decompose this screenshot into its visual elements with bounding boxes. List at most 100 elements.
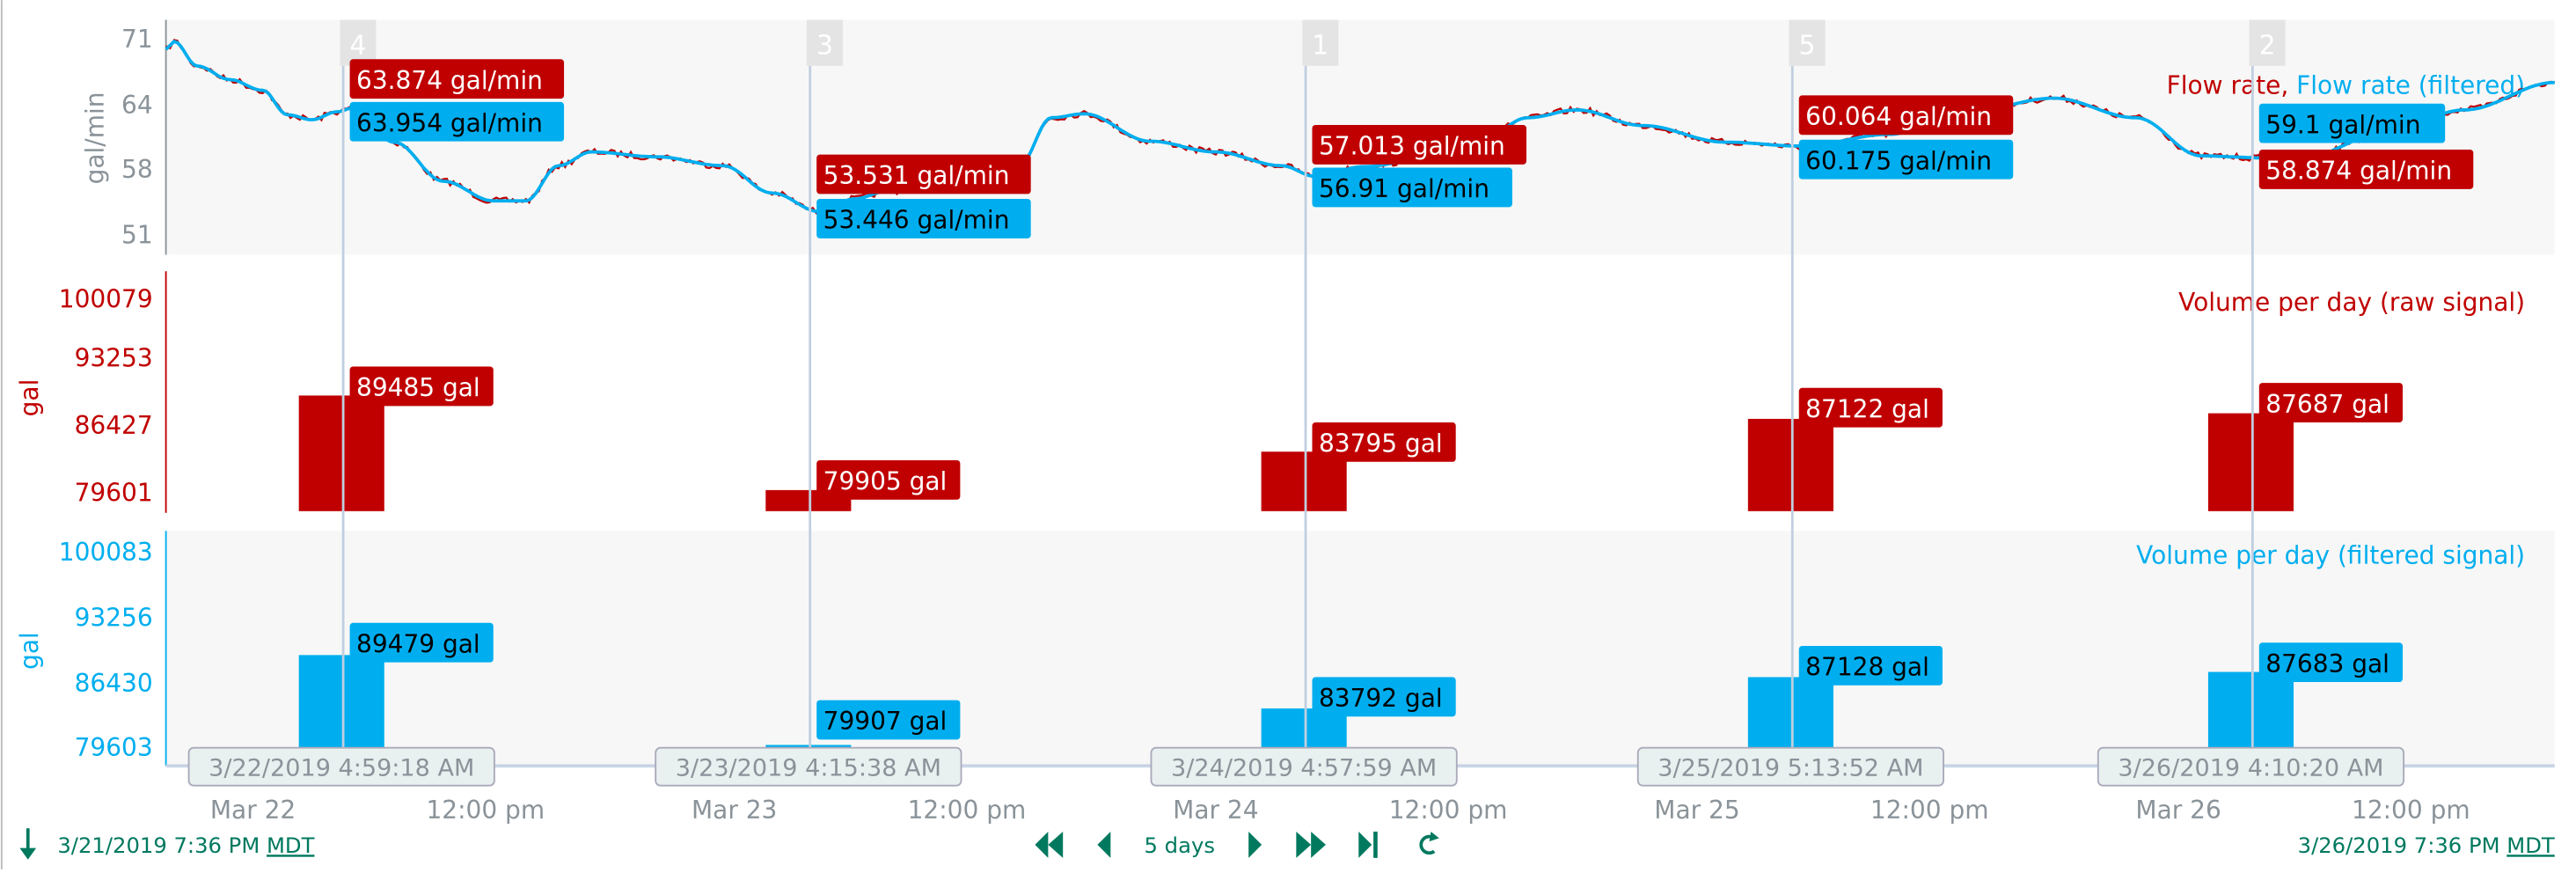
start-timezone-link[interactable]: MDT xyxy=(267,833,315,858)
volume-bar xyxy=(2207,413,2294,511)
svg-text:3/26/2019 4:10:20 AM: 3/26/2019 4:10:20 AM xyxy=(2118,754,2383,781)
y-tick-label: 79603 xyxy=(75,733,153,762)
download-arrow-icon[interactable] xyxy=(19,828,37,860)
filtered-volume-label: 89479 gal xyxy=(349,622,494,663)
svg-text:53.531 gal/min: 53.531 gal/min xyxy=(823,161,1010,190)
cursor-time-tag: 3/24/2019 4:57:59 AM xyxy=(1150,746,1458,787)
flow-raw-value-label: 63.874 gal/min xyxy=(349,59,565,99)
x-tick-label: 12:00 pm xyxy=(1870,796,1989,825)
filtered-volume-label: 87683 gal xyxy=(2258,642,2404,683)
cursor-marker-number: 2 xyxy=(2259,31,2276,62)
flow-raw-value-label: 60.064 gal/min xyxy=(1798,95,2014,136)
range-duration[interactable]: 5 days xyxy=(1145,833,1215,858)
cursor-marker-number: 5 xyxy=(1799,31,1816,62)
cursor-marker[interactable] xyxy=(1302,19,1339,66)
flow-raw-value-label: 53.531 gal/min xyxy=(816,154,1031,194)
flow-filtered-value-label: 59.1 gal/min xyxy=(2258,103,2446,143)
y-tick-label: 79601 xyxy=(75,479,153,508)
filtered-y-label: gal xyxy=(15,632,44,670)
cursor-time-tag: 3/25/2019 5:13:52 AM xyxy=(1636,746,1944,787)
svg-text:87687 gal: 87687 gal xyxy=(2265,390,2389,419)
filtered-volume-label: 83792 gal xyxy=(1312,677,1456,717)
volume-bar xyxy=(1747,418,1833,511)
x-tick-label: Mar 24 xyxy=(1173,796,1258,825)
cursor-marker[interactable] xyxy=(2249,19,2286,66)
flow-filtered-value-label: 56.91 gal/min xyxy=(1312,167,1512,208)
svg-text:89479 gal: 89479 gal xyxy=(356,629,480,658)
filtered-volume-label: 87128 gal xyxy=(1798,645,1943,686)
cursor-marker[interactable] xyxy=(340,19,377,66)
start-time: 3/21/2019 7:36 PM xyxy=(57,833,260,858)
svg-text:89485 gal: 89485 gal xyxy=(356,373,480,402)
forward-fast-button[interactable] xyxy=(1296,831,1326,858)
flow-y-label: gal/min xyxy=(81,92,110,184)
raw-volume-label: 83795 gal xyxy=(1312,422,1456,462)
cursor-time-tag: 3/23/2019 4:15:38 AM xyxy=(655,746,962,787)
flow-filtered-value-label: 63.954 gal/min xyxy=(349,101,565,142)
svg-text:63.954 gal/min: 63.954 gal/min xyxy=(356,108,543,137)
svg-text:58.874 gal/min: 58.874 gal/min xyxy=(2265,157,2452,186)
y-tick-label: 86430 xyxy=(75,669,153,698)
flow-filtered-value-label: 60.175 gal/min xyxy=(1798,139,2014,180)
svg-text:53.446 gal/min: 53.446 gal/min xyxy=(823,206,1010,235)
flow-filtered-value-label: 53.446 gal/min xyxy=(816,199,1031,238)
cursor-marker-number: 4 xyxy=(349,31,366,62)
raw-volume-label: 89485 gal xyxy=(349,366,494,407)
volume-bar xyxy=(1747,677,1833,748)
x-tick-label: Mar 26 xyxy=(2135,796,2221,825)
cursor-marker[interactable] xyxy=(1789,19,1826,66)
rewind-fast-button[interactable] xyxy=(1035,831,1064,858)
end-timezone-link[interactable]: MDT xyxy=(2506,833,2555,858)
flow-rate-filtered-line xyxy=(165,40,2555,214)
volume-bar xyxy=(2207,671,2294,748)
step-forward-button[interactable] xyxy=(1248,831,1262,858)
svg-text:83795 gal: 83795 gal xyxy=(1319,429,1443,459)
svg-text:3/24/2019 4:57:59 AM: 3/24/2019 4:57:59 AM xyxy=(1171,754,1437,781)
y-tick-label: 64 xyxy=(121,91,153,120)
svg-text:63.874 gal/min: 63.874 gal/min xyxy=(356,66,543,95)
filtered-volume-panel xyxy=(165,531,2555,767)
svg-text:87128 gal: 87128 gal xyxy=(1805,653,1929,682)
raw-volume-label: 87122 gal xyxy=(1798,387,1943,428)
raw-y-label: gal xyxy=(15,379,44,417)
svg-text:59.1 gal/min: 59.1 gal/min xyxy=(2265,110,2420,139)
x-tick-label: 12:00 pm xyxy=(908,796,1027,825)
flow-raw-value-label: 57.013 gal/min xyxy=(1312,125,1526,165)
y-tick-label: 71 xyxy=(121,25,153,54)
range-start: 3/21/2019 7:36 PM MDT xyxy=(57,833,314,858)
volume-bar xyxy=(765,745,852,748)
cursor-time-tag: 3/26/2019 4:10:20 AM xyxy=(2097,746,2405,787)
y-tick-label: 93256 xyxy=(75,604,153,633)
y-tick-label: 51 xyxy=(121,220,153,249)
x-tick-label: 12:00 pm xyxy=(2352,796,2470,825)
x-tick-label: Mar 23 xyxy=(692,796,777,825)
svg-text:79905 gal: 79905 gal xyxy=(823,467,948,496)
step-back-button[interactable] xyxy=(1097,831,1111,858)
y-tick-label: 93253 xyxy=(75,344,153,373)
legend-sep: , xyxy=(2280,71,2296,100)
legend-flow-rate-filtered: Flow rate (filtered) xyxy=(2296,71,2525,100)
legend-flow-rate: Flow rate xyxy=(2167,71,2281,100)
y-tick-label: 100083 xyxy=(59,538,153,567)
end-time: 3/26/2019 7:36 PM xyxy=(2298,833,2500,858)
refresh-icon[interactable] xyxy=(1419,831,1439,855)
svg-text:56.91 gal/min: 56.91 gal/min xyxy=(1319,174,1489,203)
svg-text:83792 gal: 83792 gal xyxy=(1319,684,1443,713)
svg-text:60.175 gal/min: 60.175 gal/min xyxy=(1805,146,1992,175)
cursor-marker-number: 3 xyxy=(816,31,833,62)
filtered-volume-label: 79907 gal xyxy=(816,700,961,740)
y-tick-label: 100079 xyxy=(59,284,153,313)
x-tick-label: Mar 22 xyxy=(210,796,296,825)
cursor-marker[interactable] xyxy=(806,19,844,66)
volume-bar xyxy=(298,655,384,748)
filtered-volume-title: Volume per day (filtered signal) xyxy=(2136,541,2525,570)
flow-legend-title: Flow rate, Flow rate (filtered) xyxy=(2167,71,2525,100)
cursor-marker-number: 1 xyxy=(1312,31,1328,62)
range-end: 3/26/2019 7:36 PM MDT xyxy=(2298,833,2555,858)
raw-volume-label: 87687 gal xyxy=(2258,383,2404,422)
jump-to-end-button[interactable] xyxy=(1358,831,1378,858)
x-tick-label: 12:00 pm xyxy=(1389,796,1508,825)
svg-text:3/22/2019 4:59:18 AM: 3/22/2019 4:59:18 AM xyxy=(209,754,474,781)
flow-raw-value-label: 58.874 gal/min xyxy=(2258,150,2474,189)
